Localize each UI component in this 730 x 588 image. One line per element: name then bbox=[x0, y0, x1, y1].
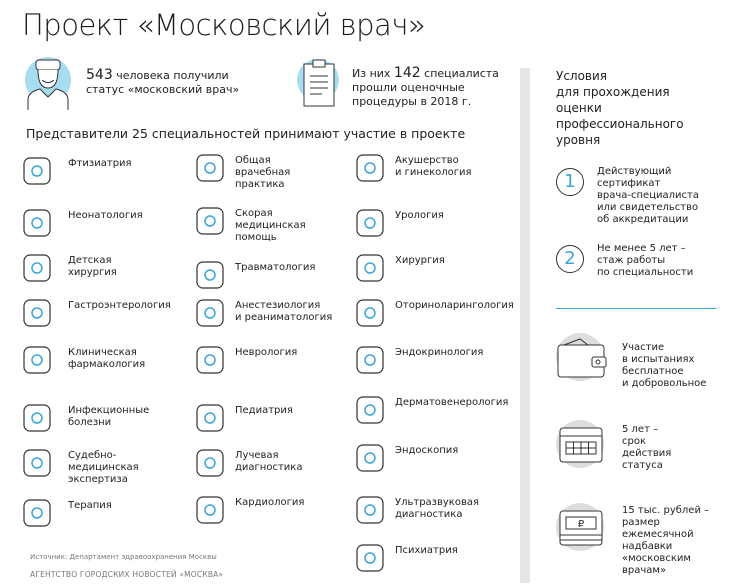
stat-text: процедуры в 2018 г. bbox=[352, 95, 472, 108]
specialty-label: Ультразвуковая диагностика bbox=[395, 497, 480, 520]
specialty-label: Педиатрия bbox=[235, 405, 293, 416]
specialty-icon bbox=[20, 296, 54, 330]
stat-number: 543 bbox=[86, 67, 113, 83]
specialty-label: Клиническая фармакология bbox=[68, 347, 146, 370]
specialty-label: Дерматовенерология bbox=[395, 397, 509, 408]
specialty-icon bbox=[353, 151, 387, 185]
clipboard-icon bbox=[294, 58, 344, 114]
page-title: Проект «Московский врач» bbox=[22, 8, 426, 42]
agency-credit: АГЕНТСТВО ГОРОДСКИХ НОВОСТЕЙ «МОСКВА» bbox=[30, 570, 224, 579]
source-note: Источник: Департамент здравоохранения Мо… bbox=[30, 553, 217, 561]
specialty-label: Эндоскопия bbox=[395, 445, 459, 456]
specialty-icon bbox=[193, 493, 227, 527]
specialty-icon bbox=[193, 204, 227, 238]
condition-text: Действующий сертификат врача-специалиста… bbox=[597, 166, 699, 225]
divider bbox=[520, 68, 530, 583]
specialty-icon bbox=[20, 401, 54, 435]
stat-doctors: 543 человека получили статус «московский… bbox=[86, 68, 239, 97]
specialty-label: Инфекционные болезни bbox=[68, 405, 150, 428]
fact-text: 15 тыс. рублей – размер ежемесячной надб… bbox=[622, 505, 710, 576]
specialty-icon bbox=[20, 251, 54, 285]
conditions-title: Условия для прохождения оценки профессио… bbox=[556, 69, 684, 147]
specialty-label: Судебно- медицинская экспертиза bbox=[68, 450, 139, 485]
stat-number: 142 bbox=[393, 65, 421, 81]
specialty-label: Урология bbox=[395, 210, 444, 221]
stat-specialists: Из них 142 специалиста прошли оценочные … bbox=[352, 66, 499, 109]
specialty-icon bbox=[353, 206, 387, 240]
specialty-label: Оториноларингология bbox=[395, 300, 514, 311]
condition-number: 2 bbox=[556, 245, 584, 273]
fact-text: 5 лет – срок действия статуса bbox=[622, 424, 672, 471]
specialties-heading: Представители 25 специальностей принимаю… bbox=[26, 126, 466, 141]
specialty-label: Фтизиатрия bbox=[68, 158, 132, 169]
specialty-icon bbox=[353, 251, 387, 285]
specialty-label: Терапия bbox=[68, 500, 112, 511]
fact-text: Участие в испытаниях бесплатное и добров… bbox=[622, 342, 707, 389]
stat-text: статус «московский врач» bbox=[86, 83, 240, 96]
specialty-icon bbox=[20, 343, 54, 377]
specialty-label: Гастроэнтерология bbox=[68, 300, 171, 311]
specialty-icon bbox=[353, 441, 387, 475]
specialty-label: Травматология bbox=[235, 262, 316, 273]
specialty-label: Неонатология bbox=[68, 210, 143, 221]
specialty-icon bbox=[193, 296, 227, 330]
specialty-icon bbox=[193, 446, 227, 480]
stat-text: специалиста bbox=[420, 67, 499, 80]
specialty-label: Хирургия bbox=[395, 255, 445, 266]
specialty-icon bbox=[353, 343, 387, 377]
specialty-label: Общая врачебная практика bbox=[235, 155, 291, 190]
specialty-icon bbox=[353, 493, 387, 527]
specialty-label: Эндокринология bbox=[395, 347, 484, 358]
specialty-icon bbox=[20, 206, 54, 240]
condition-number: 1 bbox=[556, 168, 584, 196]
specialty-label: Анестезиология и реаниматология bbox=[235, 300, 333, 323]
specialty-label: Акушерство и гинекология bbox=[395, 155, 472, 178]
svg-text:₽: ₽ bbox=[578, 519, 585, 530]
specialty-label: Лучевая диагностика bbox=[235, 450, 303, 473]
stat-text: Из них bbox=[352, 67, 394, 80]
specialty-icon bbox=[20, 154, 54, 188]
specialty-icon bbox=[20, 446, 54, 480]
specialty-icon bbox=[193, 151, 227, 185]
specialty-label: Детская хирургия bbox=[68, 255, 117, 278]
condition-text: Не менее 5 лет – стаж работы по специаль… bbox=[597, 243, 694, 278]
specialty-icon bbox=[193, 258, 227, 292]
specialty-label: Скорая медицинская помощь bbox=[235, 208, 306, 243]
specialty-icon bbox=[193, 401, 227, 435]
separator-line bbox=[556, 308, 716, 309]
ruble-banknote-icon: ₽ bbox=[556, 503, 604, 551]
stat-text: прошли оценочные bbox=[352, 81, 465, 94]
specialty-icon bbox=[20, 496, 54, 530]
specialty-label: Психиатрия bbox=[395, 545, 458, 556]
wallet-icon bbox=[556, 333, 607, 381]
calendar-icon bbox=[556, 420, 604, 468]
stat-text: человека получили bbox=[112, 69, 229, 82]
specialty-label: Неврология bbox=[235, 347, 298, 358]
specialty-icon bbox=[193, 343, 227, 377]
doctor-icon bbox=[24, 56, 72, 110]
specialty-label: Кардиология bbox=[235, 497, 305, 508]
specialty-icon bbox=[353, 393, 387, 427]
specialty-icon bbox=[353, 296, 387, 330]
specialty-icon bbox=[353, 541, 387, 575]
